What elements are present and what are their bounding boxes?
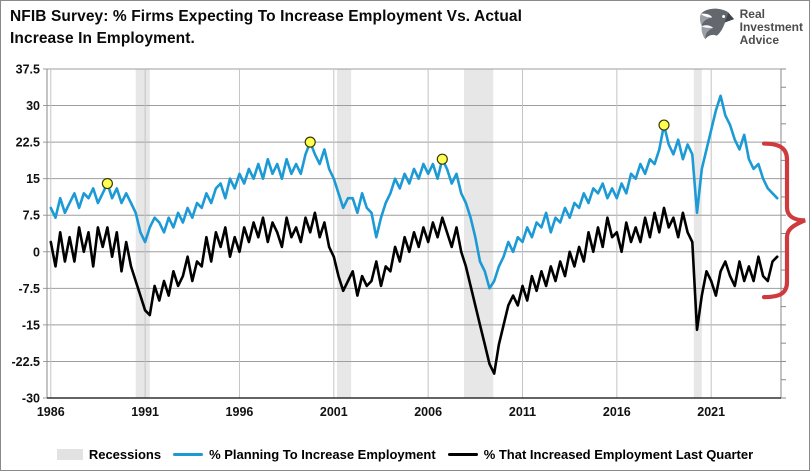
y-axis-label: 0: [33, 245, 40, 259]
recession-band: [337, 69, 352, 398]
chart-title-line1: NFIB Survey: % Firms Expecting To Increa…: [10, 8, 523, 25]
y-axis-label: -15: [22, 318, 40, 332]
brand-logo: Real Investment Advice: [693, 5, 803, 49]
legend-item: Recessions: [56, 447, 162, 462]
x-axis-label: 2001: [320, 405, 348, 419]
recession-band: [464, 69, 494, 398]
brand-name-line3: Advice: [739, 32, 779, 47]
y-axis-label: 7.5: [23, 209, 40, 223]
y-axis-label: 37.5: [16, 63, 40, 77]
series-planning-line: [49, 94, 779, 290]
eagle-icon: [699, 8, 734, 40]
brand-name: Real Investment Advice: [739, 6, 803, 47]
legend-label: Recessions: [88, 447, 162, 462]
chart-legend: Recessions % Planning To Increase Employm…: [1, 447, 809, 462]
legend-item: % Planning To Increase Employment: [173, 447, 436, 462]
x-axis-label: 2006: [414, 405, 442, 419]
legend-line-swatch: [447, 452, 478, 457]
highlight-dot: [304, 136, 316, 148]
legend-recession-swatch: [56, 449, 83, 460]
recession-band: [693, 69, 702, 398]
y-axis-label: 22.5: [16, 136, 40, 150]
x-axis-label: 1991: [131, 405, 159, 419]
y-axis-label: -22.5: [12, 355, 41, 369]
chart-title: NFIB Survey: % Firms Expecting To Increa…: [10, 6, 650, 50]
highlight-dot: [658, 119, 670, 131]
x-axis-label: 2011: [509, 405, 536, 419]
legend-line-swatch: [173, 452, 204, 457]
legend-label: % That Increased Employment Last Quarter: [483, 447, 754, 462]
x-axis-label: 1996: [226, 405, 254, 419]
y-axis-label: 30: [26, 99, 40, 113]
y-axis-label: 15: [26, 172, 40, 186]
chart-header: NFIB Survey: % Firms Expecting To Increa…: [1, 1, 809, 59]
y-axis-label: -7.5: [18, 282, 40, 296]
legend-item: % That Increased Employment Last Quarter: [447, 447, 754, 462]
emphasis-brace: [761, 141, 806, 300]
series-actual-line: [49, 206, 779, 375]
brand-name-line1: Real: [739, 6, 765, 21]
x-axis-label: 2021: [697, 405, 725, 419]
x-axis-label: 2016: [603, 405, 631, 419]
x-axis-label: 1986: [37, 405, 65, 419]
chart-title-line2: Increase In Employment.: [10, 30, 195, 47]
legend-label: % Planning To Increase Employment: [209, 447, 436, 462]
y-axis-label: -30: [22, 392, 40, 406]
highlight-dot: [101, 177, 113, 190]
brand-name-line2: Investment: [739, 19, 803, 34]
recession-band: [135, 69, 150, 398]
highlight-dot: [436, 153, 448, 165]
